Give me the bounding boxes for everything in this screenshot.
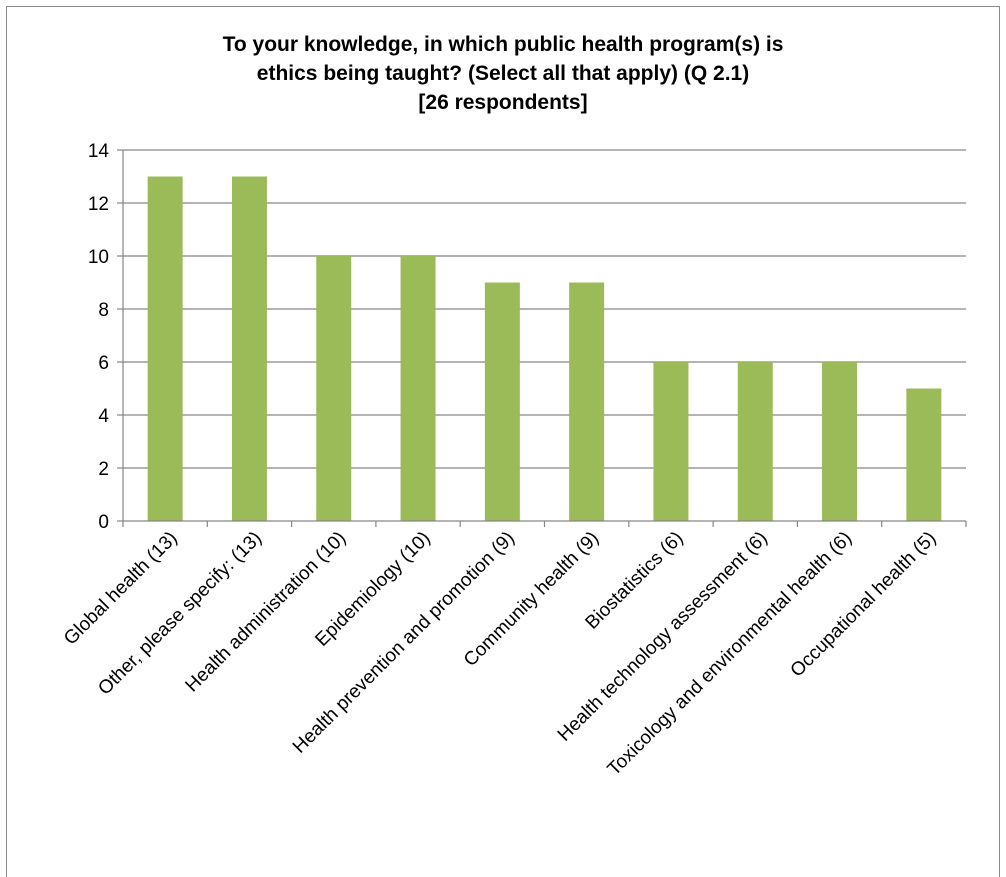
x-tick-label: Occupational health (5) [787,528,941,682]
chart-frame [6,6,1000,877]
x-tick-label: Other, please specify: (13) [94,528,266,700]
y-tick-label: 8 [98,300,109,321]
bar-4 [400,256,436,521]
chart-title-line-3: [26 respondents] [418,91,588,114]
y-tick-label: 0 [98,512,109,533]
y-tick-label: 14 [88,141,110,162]
bar-5 [484,282,520,521]
y-tick-label: 6 [98,353,109,374]
chart-title-line-1: To your knowledge, in which public healt… [222,33,784,56]
chart-title: To your knowledge, in which public healt… [0,30,1006,117]
bar-1 [147,176,183,521]
x-tick-label: Health administration (10) [182,528,351,697]
bar-2 [231,176,267,521]
bar-3 [316,256,352,521]
bar-7 [653,362,689,521]
y-tick-label: 10 [88,247,109,268]
chart-title-line-2: ethics being taught? (Select all that ap… [256,62,750,85]
bar-9 [822,362,858,521]
y-tick-label: 4 [98,406,109,427]
bar-10 [906,388,942,521]
y-tick-label: 2 [98,459,109,480]
y-tick-label: 12 [88,194,109,215]
bar-8 [737,362,773,521]
bar-6 [569,282,605,521]
